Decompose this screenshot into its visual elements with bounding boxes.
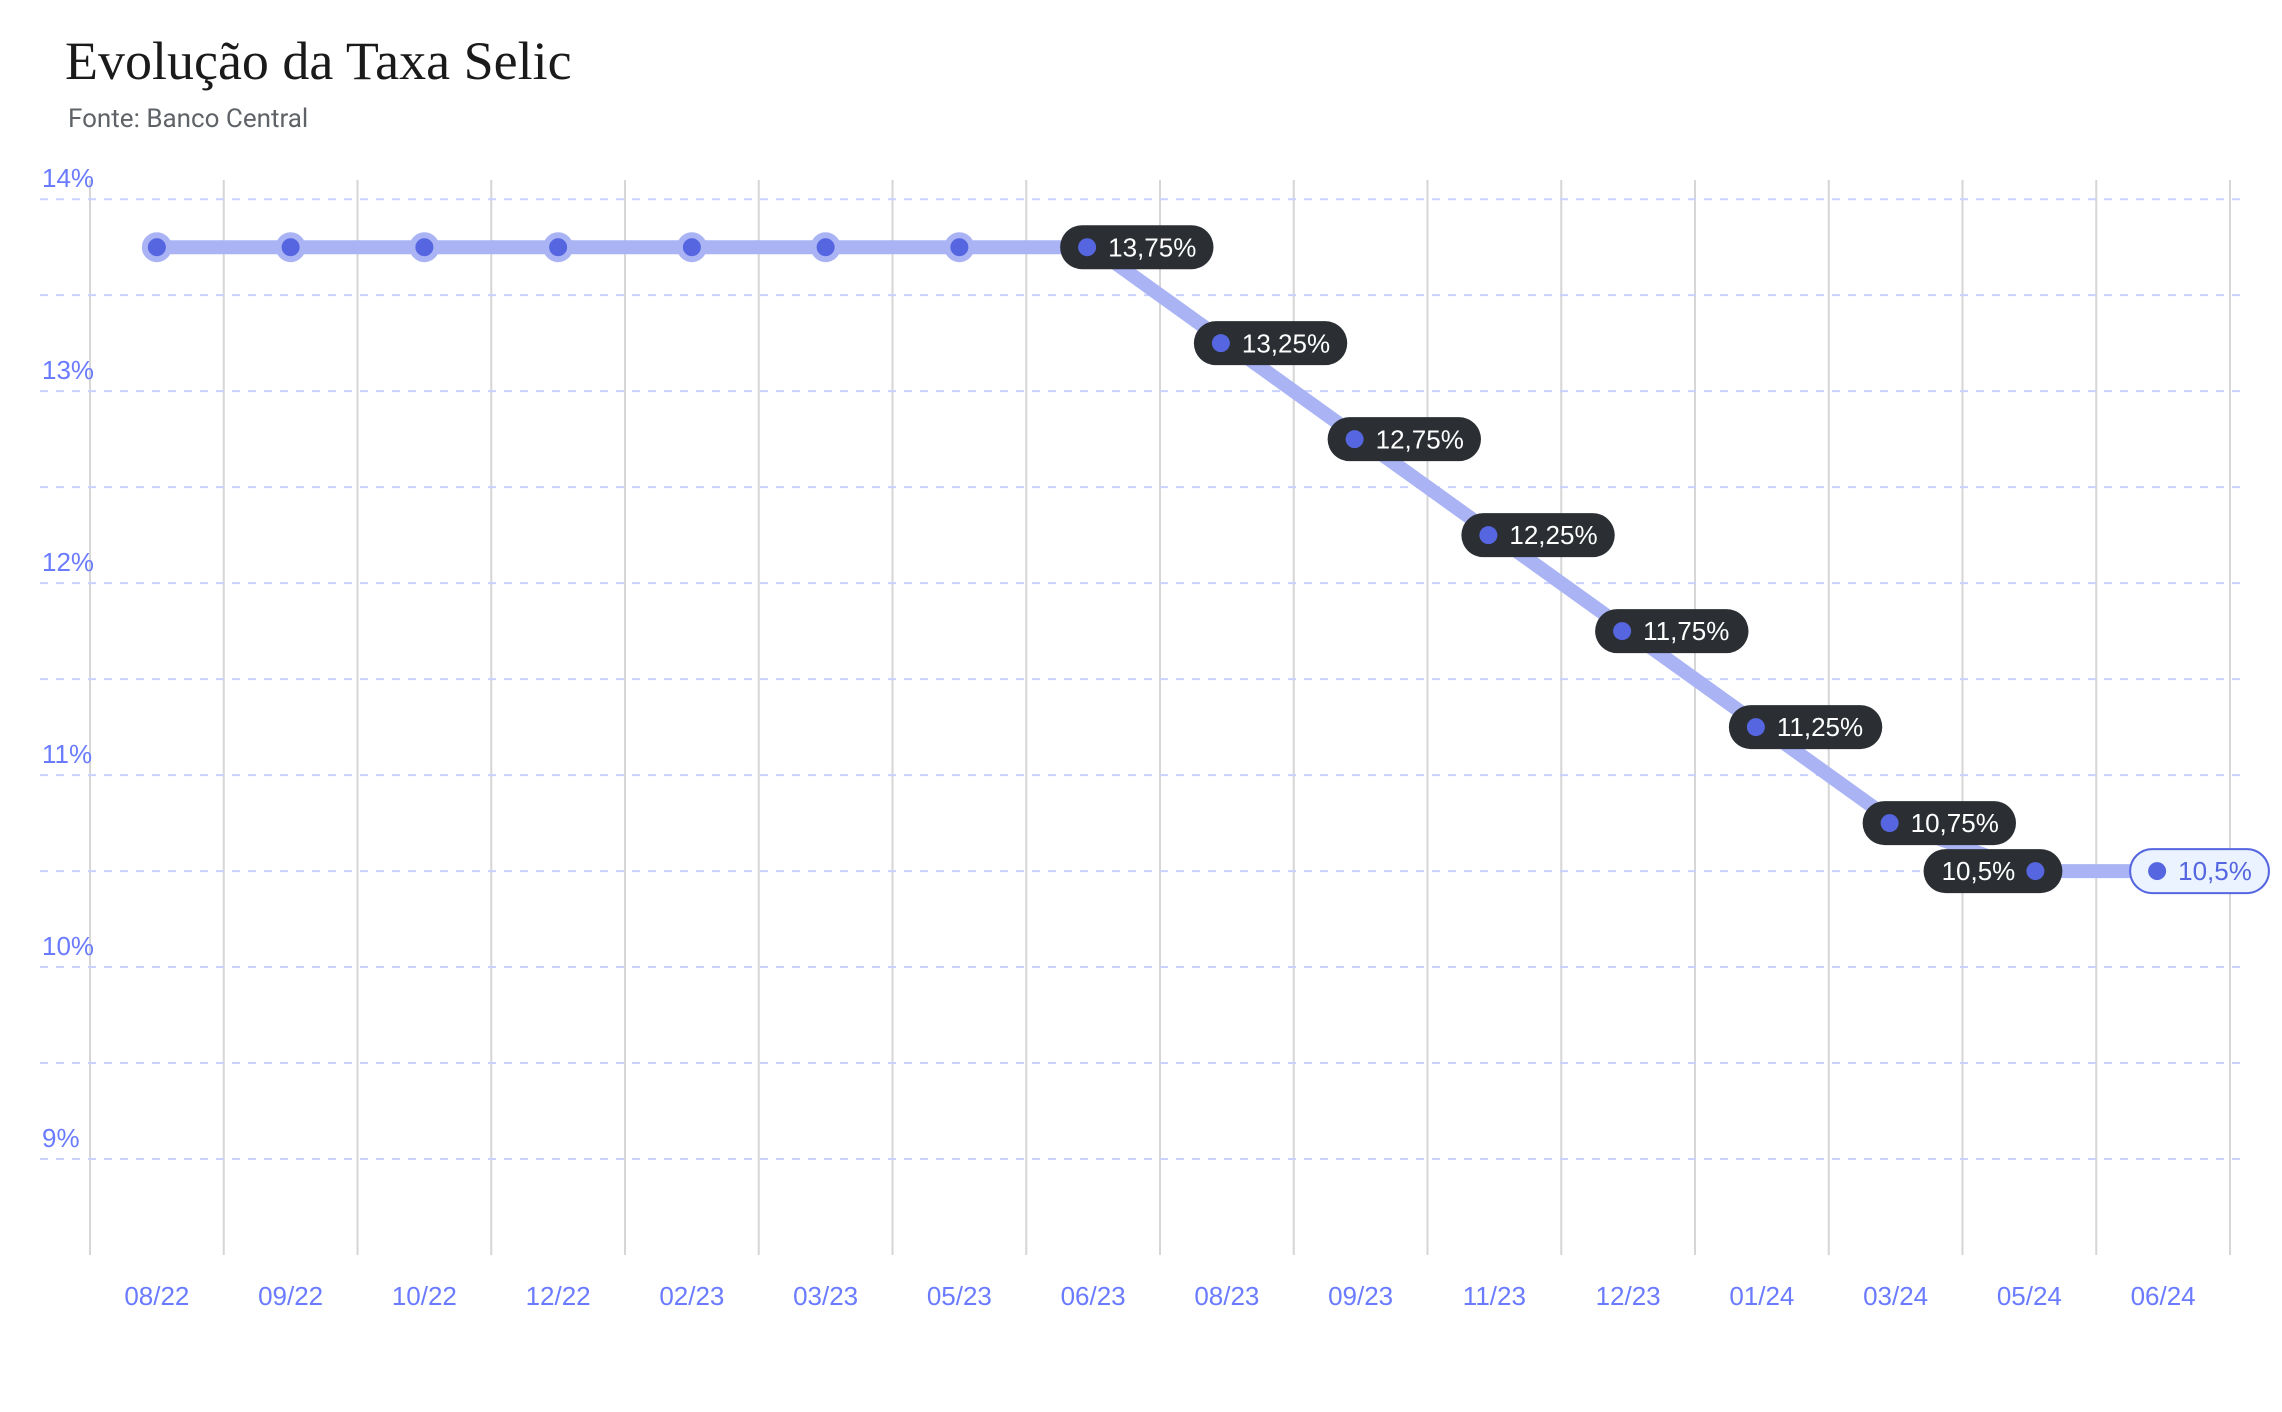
svg-text:09/22: 09/22	[258, 1281, 323, 1311]
svg-text:06/23: 06/23	[1061, 1281, 1126, 1311]
svg-text:05/23: 05/23	[927, 1281, 992, 1311]
svg-text:02/23: 02/23	[659, 1281, 724, 1311]
svg-text:12/22: 12/22	[526, 1281, 591, 1311]
svg-text:11,25%: 11,25%	[1777, 712, 1863, 742]
svg-text:09/23: 09/23	[1328, 1281, 1393, 1311]
svg-text:9%: 9%	[42, 1123, 80, 1153]
svg-text:08/23: 08/23	[1194, 1281, 1259, 1311]
svg-text:11%: 11%	[42, 739, 92, 769]
svg-text:10,5%: 10,5%	[2178, 856, 2252, 886]
svg-text:06/24: 06/24	[2131, 1281, 2196, 1311]
svg-text:13%: 13%	[42, 355, 94, 385]
chart-canvas: 9% 10% 11% 12% 13% 14% 08/22 09/22 10/22 12/22 02/…	[0, 0, 2282, 1412]
svg-text:01/24: 01/24	[1729, 1281, 1794, 1311]
chart-title: Evolução da Taxa Selic	[65, 30, 572, 92]
svg-text:12/23: 12/23	[1596, 1281, 1661, 1311]
svg-text:13,25%: 13,25%	[1242, 328, 1330, 358]
svg-text:12,25%: 12,25%	[1509, 520, 1597, 550]
svg-text:14%: 14%	[42, 163, 94, 193]
svg-text:05/24: 05/24	[1997, 1281, 2062, 1311]
svg-text:12,75%: 12,75%	[1376, 424, 1464, 454]
svg-text:13,75%: 13,75%	[1108, 232, 1196, 262]
chart-subtitle: Fonte: Banco Central	[68, 104, 308, 134]
svg-text:03/23: 03/23	[793, 1281, 858, 1311]
svg-text:11/23: 11/23	[1463, 1281, 1526, 1311]
svg-text:10,5%: 10,5%	[1942, 856, 2016, 886]
svg-text:12%: 12%	[42, 547, 94, 577]
svg-text:03/24: 03/24	[1863, 1281, 1928, 1311]
svg-text:10/22: 10/22	[392, 1281, 457, 1311]
selic-chart: Evolução da Taxa Selic Fonte: Banco Cent…	[0, 0, 2282, 1412]
svg-text:11,75%: 11,75%	[1643, 616, 1729, 646]
svg-text:08/22: 08/22	[124, 1281, 189, 1311]
svg-text:10,75%: 10,75%	[1911, 808, 1999, 838]
svg-text:10%: 10%	[42, 931, 94, 961]
